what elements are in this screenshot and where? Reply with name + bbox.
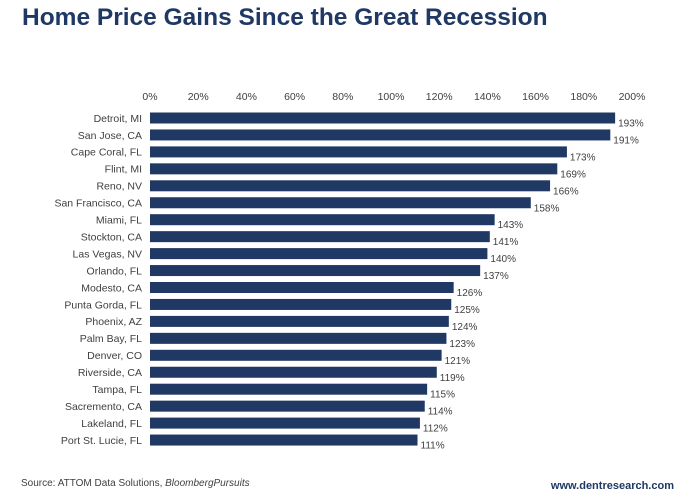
x-tick-label: 120% xyxy=(426,91,453,103)
bar xyxy=(150,383,428,395)
bar xyxy=(150,315,449,327)
bar xyxy=(150,332,447,344)
bar xyxy=(150,231,490,243)
bar-value-label: 191% xyxy=(613,135,639,146)
bar xyxy=(150,163,558,175)
bar xyxy=(150,112,616,124)
bar-value-label: 123% xyxy=(449,339,475,350)
category-label: Detroit, MI xyxy=(94,113,142,125)
chart-title: Home Price Gains Since the Great Recessi… xyxy=(22,4,548,31)
bar-value-labels: 193% 191% 173% 169% 166% 158% 143% 141% 140% 137%… xyxy=(421,119,644,452)
category-label: Las Vegas, NV xyxy=(73,248,142,260)
source-text: Source: ATTOM Data Solutions, xyxy=(21,478,166,489)
source-note: Source: ATTOM Data Solutions, BloombergP… xyxy=(21,478,250,489)
x-tick-label: 60% xyxy=(284,91,305,103)
website-link[interactable]: www.dentresearch.com xyxy=(550,480,674,492)
category-label: Reno, NV xyxy=(96,181,142,193)
category-label: Tampa, FL xyxy=(92,384,142,396)
bar-value-label: 125% xyxy=(454,305,480,316)
category-label: Lakeland, FL xyxy=(81,418,142,430)
source-publication: BloombergPursuits xyxy=(165,478,250,489)
category-label: Flint, MI xyxy=(105,164,142,176)
category-label: Riverside, CA xyxy=(78,367,142,379)
bar-value-label: 119% xyxy=(440,373,465,384)
bar-value-label: 126% xyxy=(457,288,483,299)
bar xyxy=(150,434,418,446)
category-label: Denver, CO xyxy=(87,350,142,362)
category-label: Sacremento, CA xyxy=(65,401,142,413)
x-tick-label: 140% xyxy=(474,91,501,103)
category-label: Modesto, CA xyxy=(81,282,142,294)
bar xyxy=(150,180,551,192)
bar-value-label: 137% xyxy=(483,271,509,282)
bar-value-label: 111% xyxy=(421,441,445,452)
bar-value-label: 158% xyxy=(534,203,560,214)
x-tick-label: 20% xyxy=(188,91,209,103)
bar xyxy=(150,349,442,361)
category-label: Miami, FL xyxy=(96,215,142,227)
category-label: Palm Bay, FL xyxy=(80,333,142,345)
bar xyxy=(150,129,611,141)
category-label: San Jose, CA xyxy=(78,130,142,142)
category-label: Stockton, CA xyxy=(81,231,142,243)
bar xyxy=(150,197,531,209)
bar-value-label: 114% xyxy=(428,407,453,418)
x-tick-label: 200% xyxy=(619,91,646,103)
x-tick-label: 80% xyxy=(332,91,353,103)
bar-value-label: 124% xyxy=(452,322,478,333)
category-label: Orlando, FL xyxy=(87,265,143,277)
bar-value-label: 121% xyxy=(445,356,471,367)
y-axis-category-labels: Detroit, MI San Jose, CA Cape Coral, FL Fli… xyxy=(54,113,142,447)
x-tick-label: 100% xyxy=(378,91,405,103)
bar xyxy=(150,282,454,293)
bar-value-label: 166% xyxy=(553,186,579,197)
bar xyxy=(150,265,481,277)
bar-value-label: 115% xyxy=(430,390,455,401)
bar-value-label: 141% xyxy=(493,237,519,248)
x-tick-label: 40% xyxy=(236,91,257,103)
bar-value-label: 193% xyxy=(618,119,644,130)
x-axis-tick-labels: 0% 20% 40% 60% 80% 100% 120% 140% 160% 180% 200% xyxy=(142,91,645,103)
bar-value-label: 140% xyxy=(490,254,516,265)
bar-value-label: 173% xyxy=(570,152,596,163)
bar xyxy=(150,366,437,378)
bar xyxy=(150,146,567,158)
category-label: Phoenix, AZ xyxy=(85,316,142,328)
x-tick-label: 180% xyxy=(570,91,597,103)
bar xyxy=(150,248,488,260)
bar-value-label: 112% xyxy=(423,424,448,435)
category-label: San Francisco, CA xyxy=(54,198,142,210)
bar xyxy=(150,214,495,226)
category-label: Cape Coral, FL xyxy=(71,147,142,159)
category-label: Punta Gorda, FL xyxy=(64,299,142,311)
bar-value-label: 169% xyxy=(560,169,586,180)
x-tick-label: 160% xyxy=(522,91,549,103)
x-tick-label: 0% xyxy=(142,91,157,103)
bar-value-label: 143% xyxy=(498,220,524,231)
bars xyxy=(150,112,616,446)
bar xyxy=(150,298,452,310)
bar xyxy=(150,417,420,429)
bar xyxy=(150,400,425,412)
category-label: Port St. Lucie, FL xyxy=(61,435,142,447)
